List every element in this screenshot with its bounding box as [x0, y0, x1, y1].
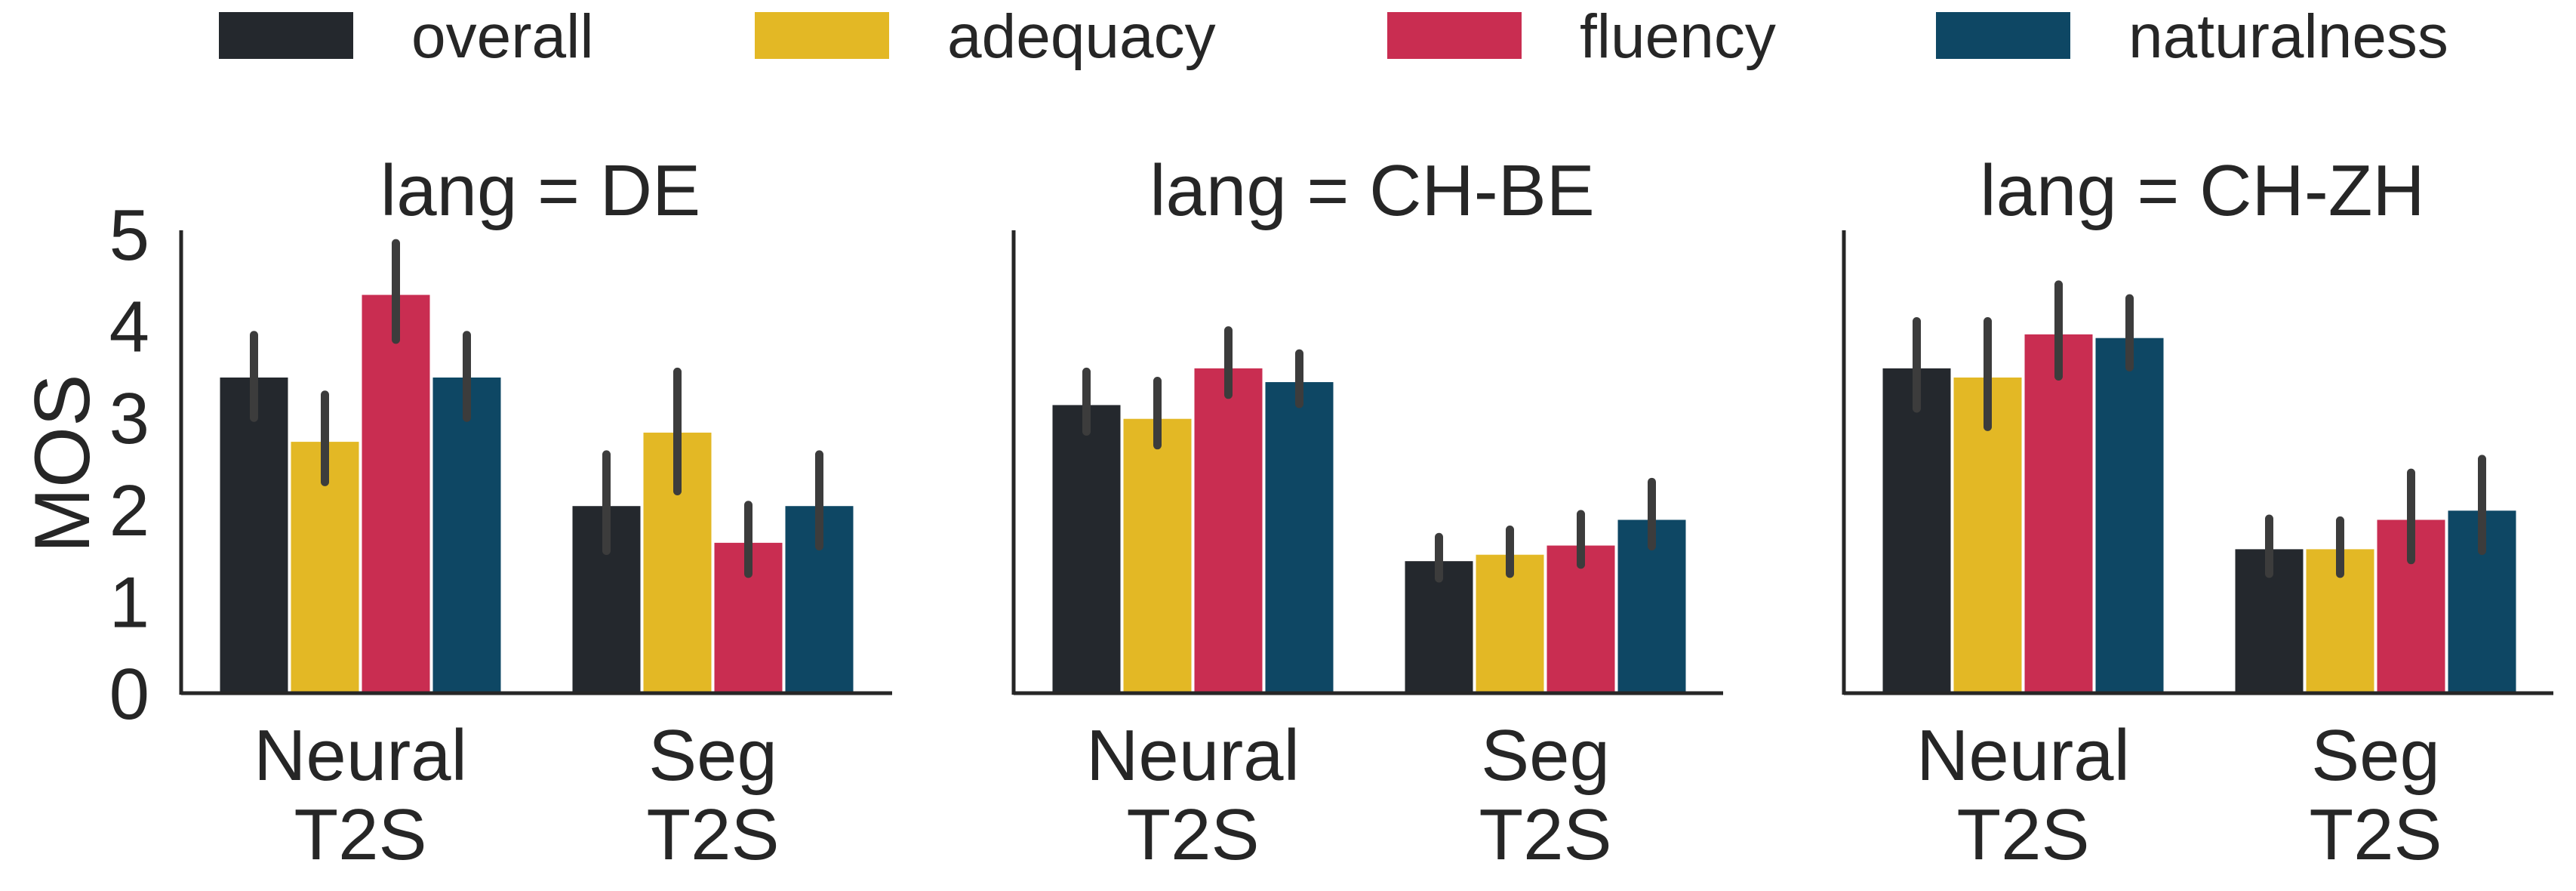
bar-3-0-fluency [2022, 331, 2095, 695]
bar-2-0-naturalness [1263, 380, 1336, 695]
bar-1-0-naturalness [430, 375, 503, 695]
category-label-3-0-0: Neural [1916, 715, 2130, 796]
legend-swatch-fluency [1387, 12, 1522, 59]
bar-1-0-fluency [359, 292, 432, 695]
bar-3-0-naturalness [2093, 335, 2166, 695]
legend-label-naturalness: naturalness [2128, 2, 2448, 71]
panel-title-1: lang = DE [380, 150, 700, 231]
category-label-2-0-1: T2S [1126, 794, 1259, 875]
bar-2-0-overall [1050, 402, 1123, 695]
y-tick-label-2: 2 [109, 470, 149, 551]
category-label-2-1-1: T2S [1479, 794, 1611, 875]
category-label-1-0-1: T2S [294, 794, 426, 875]
bar-1-0-overall [217, 375, 291, 695]
y-tick-label-3: 3 [109, 378, 149, 459]
y-tick-label-4: 4 [109, 287, 149, 368]
y-tick-label-5: 5 [109, 195, 149, 276]
category-label-1-1-0: Seg [648, 715, 777, 796]
category-label-3-0-1: T2S [1956, 794, 2089, 875]
category-label-3-1-0: Seg [2311, 715, 2440, 796]
y-tick-label-1: 1 [109, 562, 149, 643]
legend-label-overall: overall [411, 2, 594, 71]
category-label-1-0-0: Neural [254, 715, 467, 796]
panel-title-3: lang = CH-ZH [1980, 150, 2425, 231]
bar-2-0-adequacy [1121, 416, 1194, 695]
category-label-2-1-0: Seg [1481, 715, 1610, 796]
category-label-3-1-1: T2S [2309, 794, 2442, 875]
y-tick-label-0: 0 [109, 654, 149, 735]
panel-title-2: lang = CH-BE [1150, 150, 1595, 231]
legend-swatch-overall [219, 12, 353, 59]
category-label-1-1-1: T2S [646, 794, 779, 875]
bar-2-0-fluency [1192, 365, 1265, 695]
legend-label-fluency: fluency [1580, 2, 1776, 71]
y-axis-label: MOS [19, 375, 106, 553]
category-label-2-0-0: Neural [1086, 715, 1300, 796]
legend-swatch-adequacy [755, 12, 889, 59]
legend-swatch-naturalness [1936, 12, 2070, 59]
legend-label-adequacy: adequacy [947, 2, 1216, 71]
bar-3-0-overall [1880, 365, 1953, 695]
